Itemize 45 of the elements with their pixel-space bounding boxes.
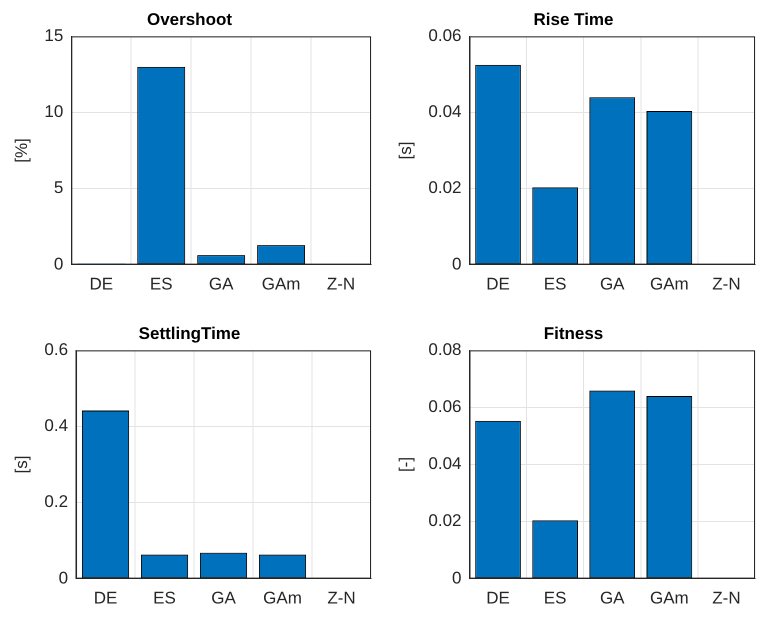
y-axis-title: [-] — [396, 456, 415, 472]
y-axis-title: [s] — [396, 142, 415, 160]
y-tick-label: 0.02 — [428, 511, 462, 530]
x-tick-label: GA — [208, 274, 234, 294]
x-tick-label: ES — [544, 588, 566, 608]
x-tick-label: ES — [150, 274, 173, 294]
y-tick-label: 0 — [452, 254, 462, 274]
x-tick-label: DE — [486, 588, 510, 608]
y-tick-label: 0.6 — [44, 340, 68, 360]
y-tick-label: 5 — [54, 178, 64, 198]
y-tick-label: 15 — [44, 26, 64, 46]
y-axis-title: [s] — [12, 456, 31, 474]
y-tick-label: 0.06 — [428, 26, 462, 46]
x-tick-label: GAm — [263, 588, 302, 608]
x-tick-label: GAm — [262, 274, 300, 294]
y-tick-label: 0.04 — [428, 102, 462, 122]
x-tick-label: Z-N — [712, 588, 741, 608]
x-tick-label: DE — [486, 274, 510, 294]
y-tick-label: 0 — [58, 568, 68, 588]
y-axis-title: [%] — [12, 138, 31, 163]
y-tick-label: 0.08 — [428, 340, 462, 360]
chart-title: Fitness — [544, 324, 604, 343]
y-tick-label: 0 — [54, 254, 64, 274]
x-tick-label: DE — [89, 274, 114, 294]
x-tick-label: DE — [94, 588, 118, 608]
x-tick-label: GA — [600, 588, 626, 608]
y-tick-label: 0.04 — [428, 454, 462, 474]
y-tick-label: 0.2 — [44, 492, 68, 512]
x-tick-label: ES — [153, 588, 176, 608]
chart-title: SettlingTime — [138, 324, 240, 343]
x-tick-label: GAm — [650, 274, 689, 294]
x-tick-label: ES — [544, 274, 566, 294]
chart-title: Rise Time — [533, 10, 614, 29]
y-tick-label: 0 — [452, 568, 462, 588]
x-tick-label: GA — [211, 588, 236, 608]
y-tick-label: 0.06 — [428, 397, 462, 416]
x-tick-label: Z-N — [326, 274, 356, 294]
y-tick-label: 0.02 — [428, 178, 462, 198]
y-tick-label: 10 — [44, 102, 64, 122]
x-tick-label: Z-N — [327, 588, 356, 608]
x-tick-label: GA — [600, 274, 626, 294]
chart-title: Overshoot — [146, 10, 232, 29]
y-tick-label: 0.4 — [44, 416, 68, 436]
x-tick-label: GAm — [650, 588, 689, 608]
x-tick-label: Z-N — [712, 274, 741, 294]
